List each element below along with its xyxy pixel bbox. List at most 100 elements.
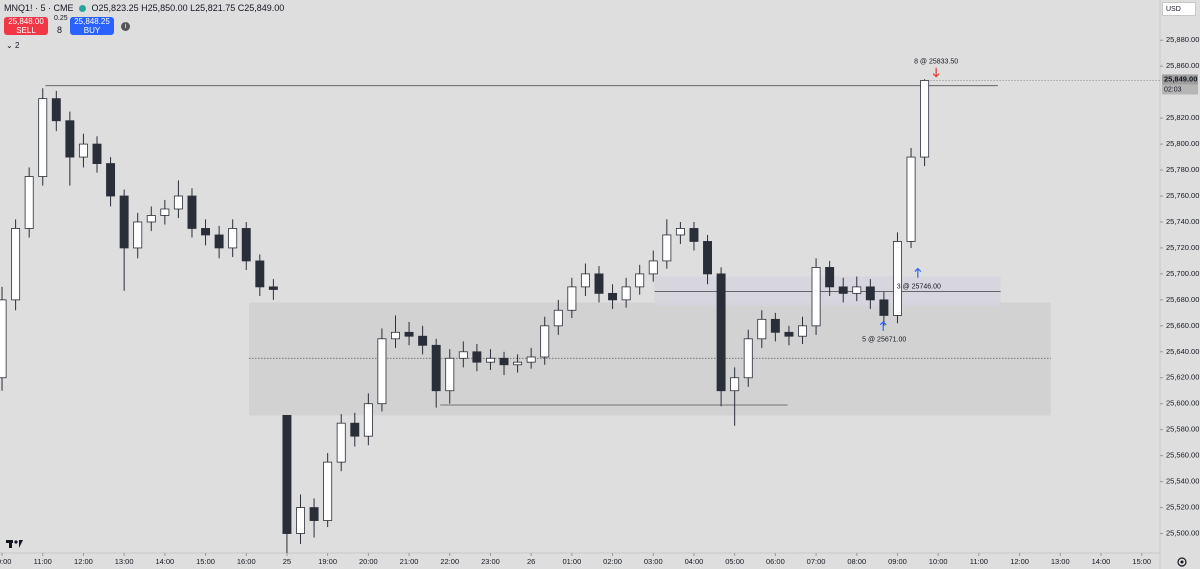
y-tick-label: 25,700.00 [1166,269,1199,278]
ohlc-high: H25,850.00 [141,3,188,13]
candle-body [11,228,21,301]
candle-body [228,228,238,249]
settings-button[interactable] [1177,557,1187,567]
candle-body [255,260,265,288]
candle-body [119,195,129,249]
x-tick-label: 21:00 [400,557,419,566]
candle-body [458,351,468,359]
sell-button[interactable]: 25,848.00 SELL [4,17,48,35]
x-tick-label: 20:00 [359,557,378,566]
tradingview-logo [6,540,23,548]
candle-body [865,286,875,301]
y-tick-label: 25,760.00 [1166,191,1199,200]
candle-body [757,318,767,340]
candle-body [241,228,251,262]
x-tick-label: 08:00 [847,557,866,566]
trade-label: 5 @ 25671.00 [862,337,906,344]
y-tick-label: 25,540.00 [1166,477,1199,486]
candle-body [689,228,699,242]
candle-body [92,143,102,164]
trade-label: 3 @ 25746.00 [897,283,941,290]
candle-body [133,221,143,249]
spread: 0.25 [54,15,68,22]
candle-body [51,98,61,122]
candle-body [350,422,360,437]
candle-body [703,241,713,275]
candle-body [838,286,848,294]
y-tick-label: 25,720.00 [1166,243,1199,252]
y-tick-label: 25,740.00 [1166,217,1199,226]
candle-body [323,461,333,521]
x-tick-label: 15:00 [196,557,215,566]
x-tick-label: 13:00 [115,557,134,566]
x-tick-label: 07:00 [807,557,826,566]
x-tick-label: 12:00 [74,557,93,566]
candle-body [553,309,563,327]
x-tick-label: 26 [527,557,535,566]
x-tick-label: 01:00 [562,557,581,566]
candle-body [770,318,780,333]
trade-arrow [879,320,887,331]
candle-body [214,234,224,249]
x-tick-label: 23:00 [481,557,500,566]
info-button[interactable]: i [121,22,130,31]
x-tick-label: 09:00 [888,557,907,566]
candle-body [526,356,536,363]
ohlc-low: L25,821.75 [190,3,236,13]
y-tick-label: 25,820.00 [1166,113,1199,122]
x-tick-label: 14:00 [1092,557,1111,566]
quantity[interactable]: 8 [57,25,63,35]
candle-body [920,80,930,158]
candle-body [662,234,672,262]
last-price-label: 25,849.00 [1164,74,1197,83]
last-price-highlight [1162,74,1198,85]
candle-body [798,325,807,337]
buy-price: 25,848.25 [74,17,110,26]
candle-body [65,120,75,158]
buy-button[interactable]: 25,848.25 BUY [70,17,114,35]
candle-body [146,215,156,223]
candle-body [784,331,794,337]
candle-body [540,325,550,358]
x-tick-label: 13:00 [1051,557,1070,566]
candle-body [811,267,821,327]
candle-body [268,286,278,290]
sell-label: SELL [16,26,36,35]
y-tick-label: 25,560.00 [1166,451,1199,460]
candle-body [594,273,604,294]
candle-body [675,228,685,236]
candle-body [377,338,387,405]
x-tick-label: 04:00 [685,557,704,566]
x-tick-label: 25 [283,557,291,566]
trade-label: 8 @ 25833.50 [914,59,958,66]
candle-body [580,273,590,288]
candle-body [160,208,170,216]
x-tick-label: 11:00 [34,557,52,566]
candle-body [716,273,726,392]
candle-body [187,195,197,229]
zone [248,302,1051,416]
y-tick-label: 25,620.00 [1166,373,1199,382]
currency: USD [1166,6,1181,13]
candle-body [567,286,577,311]
y-tick-label: 25,640.00 [1166,347,1199,356]
candle-body [309,507,319,521]
indicators-toggle[interactable]: ⌄ 2 [6,41,20,50]
ohlc-open: O25,823.25 [91,3,139,13]
bar-countdown: 02:03 [1164,86,1182,93]
symbol: MNQ1! · 5 · CME [4,3,74,13]
candle-body [0,299,7,379]
candle-body [825,267,835,288]
trade-arrow [932,67,940,78]
x-tick-label: 22:00 [440,557,459,566]
y-tick-label: 25,780.00 [1166,165,1199,174]
indicators-count: 2 [14,41,20,50]
y-tick-label: 25,800.00 [1166,139,1199,148]
candle-body [201,228,211,236]
candle-body [906,156,916,242]
trade-arrow [914,267,922,278]
candle-body [282,414,292,534]
x-tick-label: 14:00 [155,557,174,566]
currency-selector[interactable]: USD [1162,2,1196,16]
